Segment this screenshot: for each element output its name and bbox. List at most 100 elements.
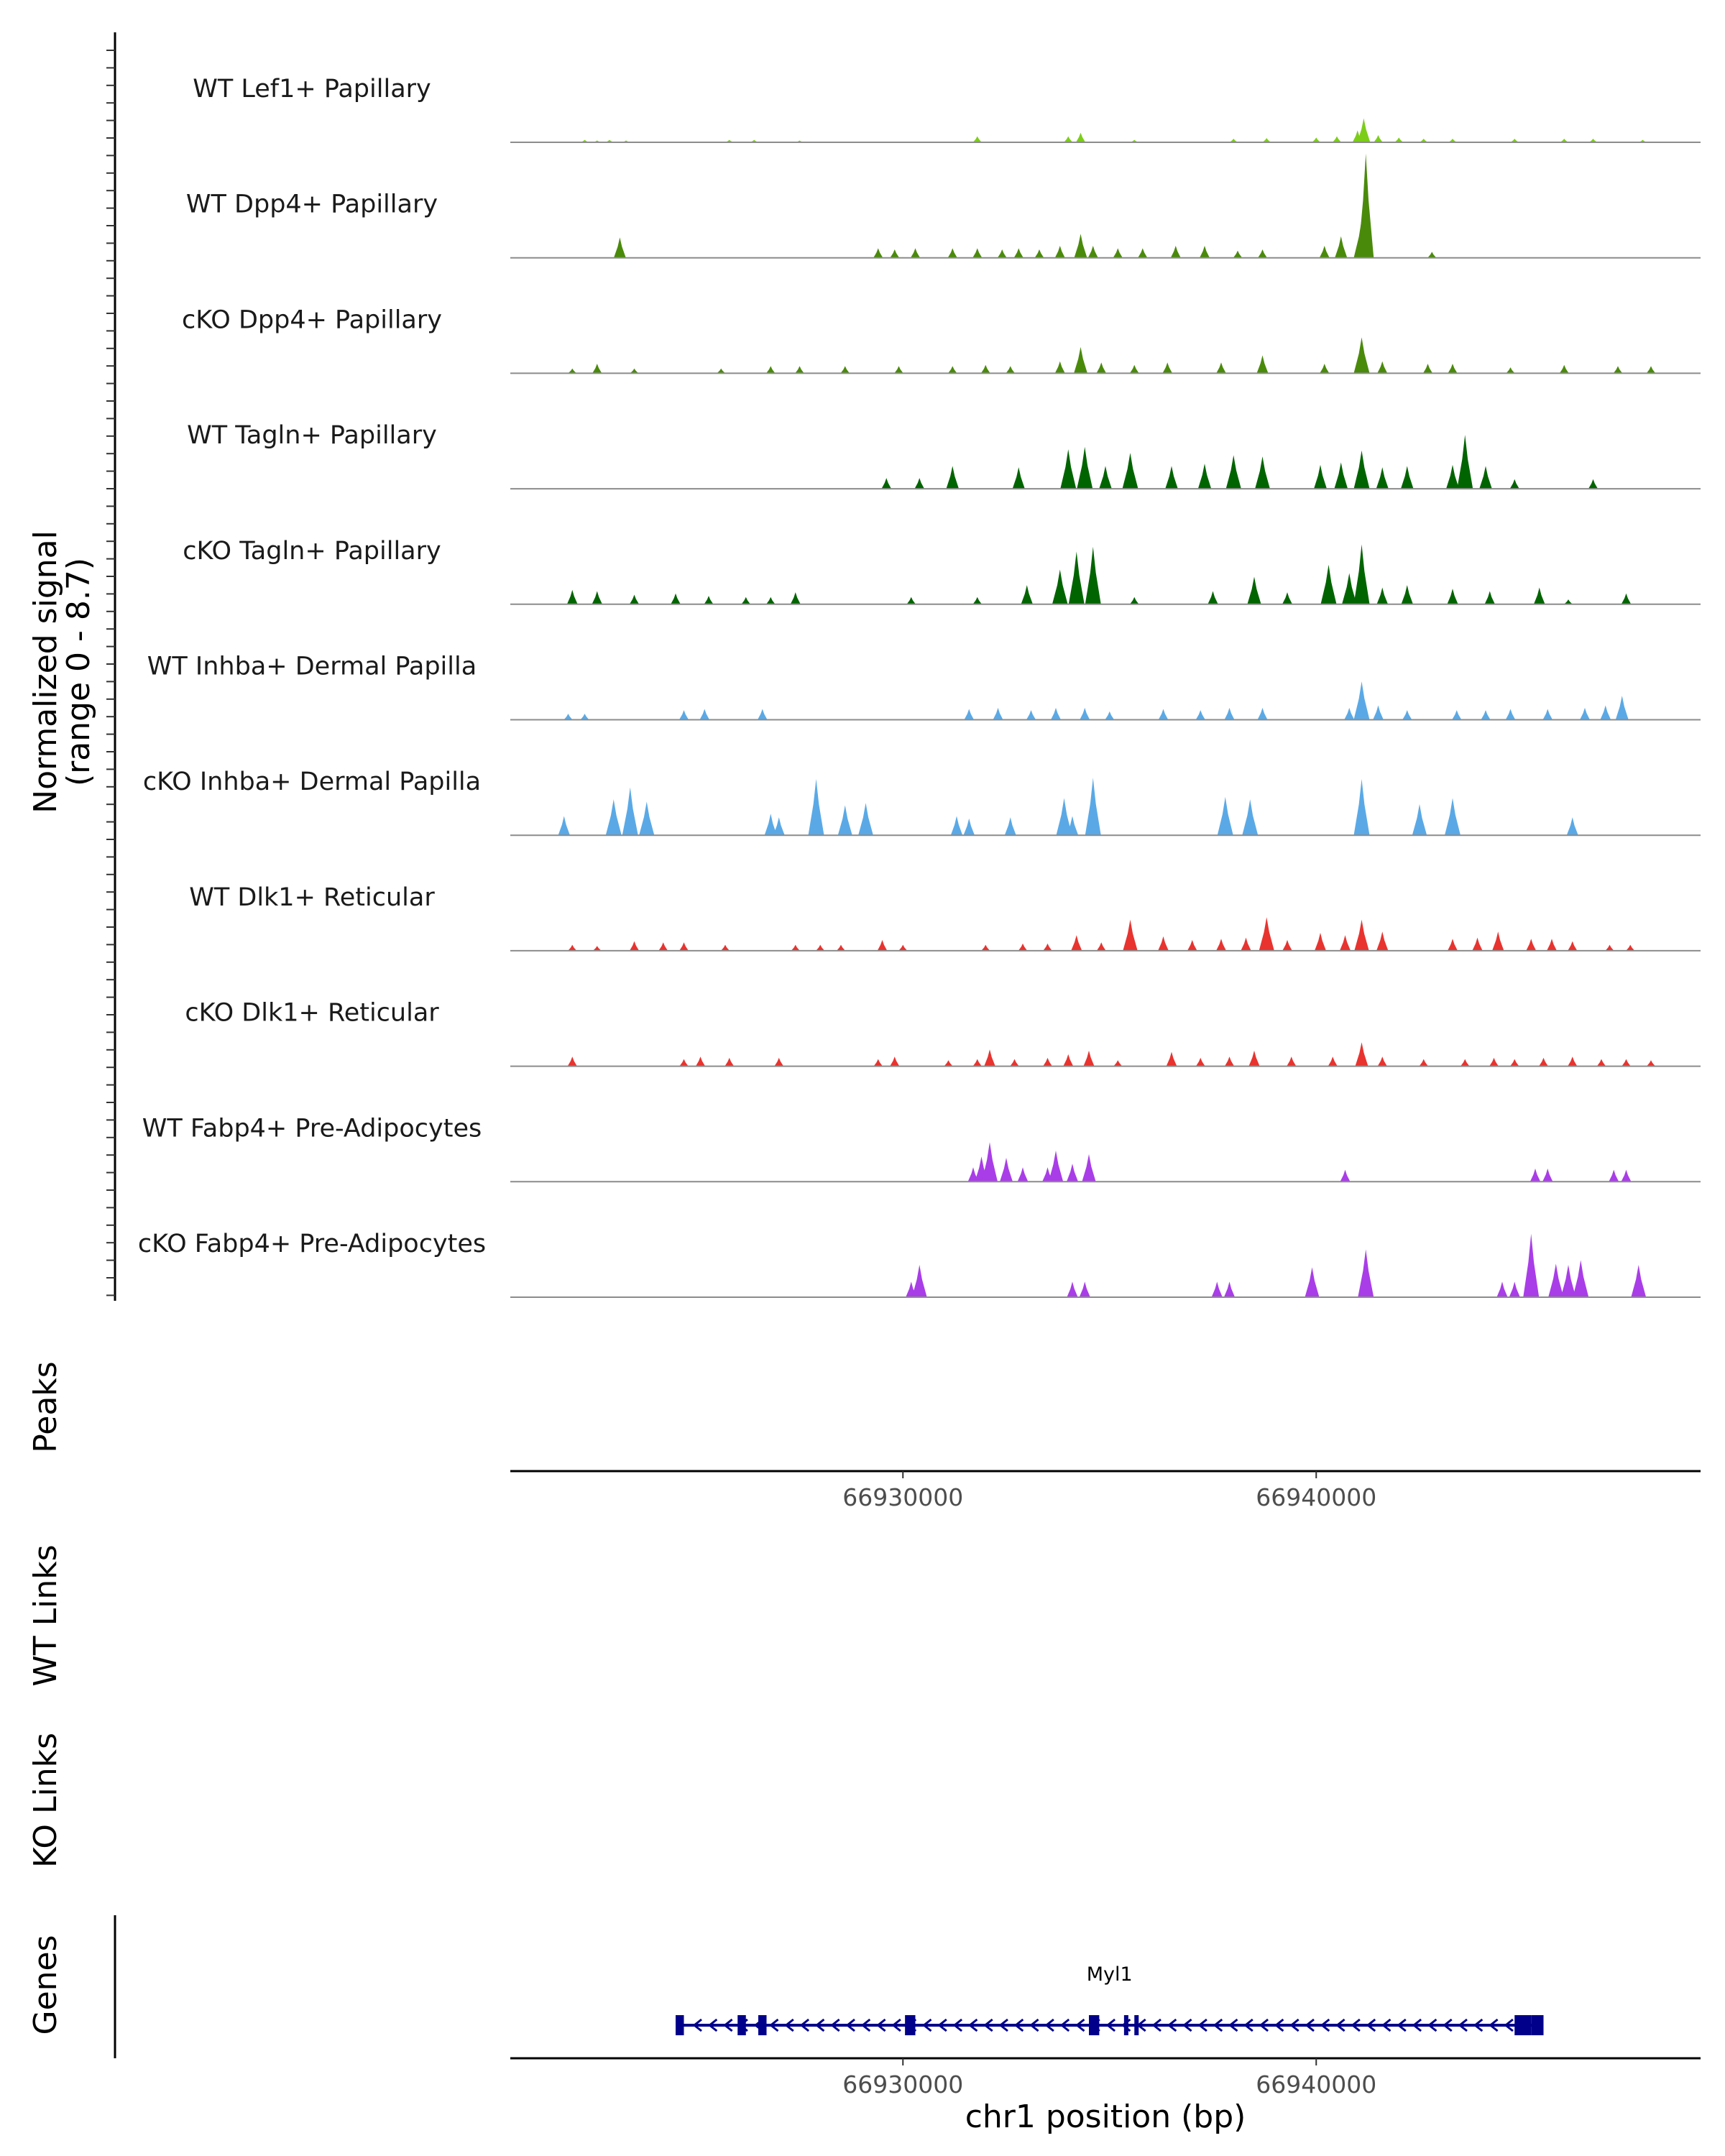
signal-peak: [944, 1060, 953, 1067]
signal-peak: [721, 944, 730, 951]
track: [510, 435, 1701, 490]
signal-peak: [1165, 466, 1178, 489]
track-label: WT Tagln+ Papillary: [187, 421, 437, 450]
signal-peak: [984, 1049, 995, 1067]
strand-arrow: [1182, 2018, 1192, 2032]
signal-peak: [1256, 355, 1269, 374]
track-label: cKO Dlk1+ Reticular: [185, 999, 439, 1028]
strand-arrow: [1427, 2018, 1438, 2032]
signal-peak: [613, 237, 626, 258]
strand-arrow: [1458, 2018, 1468, 2032]
track-label: cKO Dpp4+ Papillary: [182, 305, 442, 334]
strand-arrow: [814, 2018, 825, 2032]
signal-peak: [1377, 361, 1388, 374]
signal-peak: [1320, 364, 1330, 374]
strand-arrow: [967, 2018, 978, 2032]
signal-peak: [1354, 919, 1369, 951]
signal-peak: [1170, 246, 1181, 258]
signal-peak: [1054, 361, 1065, 374]
signal-peak: [1017, 1167, 1029, 1182]
signal-peak: [1113, 248, 1123, 258]
signal-peak: [914, 478, 925, 489]
x-tick-label: 66930000: [842, 2070, 963, 2099]
signal-peak: [567, 1056, 577, 1067]
signal-peak: [1539, 1057, 1548, 1067]
signal-peak: [671, 593, 681, 604]
signal-peak: [1542, 1168, 1553, 1182]
strand-arrow: [1105, 2018, 1116, 2032]
strand-arrow: [723, 2018, 733, 2032]
signal-peak: [1647, 1060, 1655, 1067]
signal-peak: [1446, 464, 1459, 489]
signal-peak: [1484, 591, 1495, 604]
signal-peak: [795, 366, 804, 374]
x-tick-label: 66930000: [842, 1483, 963, 1511]
signal-peak: [1376, 931, 1389, 951]
signal-peak: [1187, 939, 1197, 951]
signal-peak: [791, 944, 800, 951]
signal-peak: [877, 939, 888, 951]
signal-peak: [906, 596, 916, 604]
signal-peak: [766, 366, 776, 374]
signal-peak: [1621, 1169, 1632, 1182]
track: [510, 1142, 1701, 1183]
signal-peak: [1233, 250, 1243, 258]
gene-exon: [1134, 2015, 1139, 2035]
signal-peak: [1079, 1281, 1090, 1297]
signal-peak: [1000, 1157, 1013, 1182]
signal-peak: [658, 942, 668, 951]
track: [510, 337, 1701, 374]
signal-peak: [1067, 1164, 1078, 1182]
signal-peak: [1588, 139, 1598, 142]
signal-peak: [963, 818, 975, 836]
signal-peak: [568, 368, 577, 374]
signal-peak: [1358, 153, 1374, 258]
signal-peak: [967, 1167, 979, 1182]
strand-arrow: [952, 2018, 963, 2032]
signal-peak: [972, 248, 983, 258]
signal-peak: [1509, 479, 1519, 489]
signal-peak: [1082, 1153, 1096, 1182]
strand-arrow: [1197, 2018, 1208, 2032]
signal-peak: [678, 710, 689, 720]
signal-peak: [1258, 249, 1267, 258]
track-label: WT Dlk1+ Reticular: [189, 883, 435, 912]
signal-peak: [1339, 935, 1351, 951]
strand-arrow: [922, 2018, 932, 2032]
coverage-tracks: [510, 118, 1701, 1298]
signal-peak: [1510, 1059, 1519, 1067]
signal-peak: [1533, 587, 1545, 604]
strand-arrow: [1381, 2018, 1392, 2032]
strand-arrow: [1489, 2018, 1499, 2032]
signal-peak: [766, 596, 776, 604]
signal-peak: [1063, 1054, 1074, 1067]
signal-peak: [1067, 1281, 1078, 1297]
signal-peak: [1626, 944, 1635, 951]
signal-peak: [1077, 446, 1093, 489]
signal-peak: [1452, 710, 1462, 720]
signal-peak: [1600, 705, 1611, 720]
signal-peak: [1355, 1042, 1368, 1067]
signal-peak: [1530, 1168, 1541, 1182]
strand-arrow: [1335, 2018, 1346, 2032]
signal-peak: [699, 709, 710, 720]
signal-peak: [1412, 803, 1427, 836]
signal-peak: [873, 248, 883, 258]
signal-peak: [1566, 817, 1578, 836]
signal-peak: [566, 589, 578, 604]
signal-peak: [1394, 137, 1404, 142]
signal-peak: [1335, 236, 1348, 258]
gene-exon: [676, 2015, 684, 2035]
signal-peak: [1255, 456, 1270, 489]
signal-peak: [997, 249, 1007, 258]
signal-peak: [695, 1056, 706, 1067]
signal-peak: [1259, 917, 1274, 951]
signal-peak: [858, 803, 873, 836]
signal-peak: [1568, 1056, 1578, 1067]
signal-peak: [1224, 1056, 1235, 1067]
signal-peak: [1123, 919, 1138, 951]
strand-arrow: [1228, 2018, 1238, 2032]
strand-arrow: [1151, 2018, 1162, 2032]
signal-peak: [773, 817, 785, 836]
strand-arrow: [1443, 2018, 1453, 2032]
